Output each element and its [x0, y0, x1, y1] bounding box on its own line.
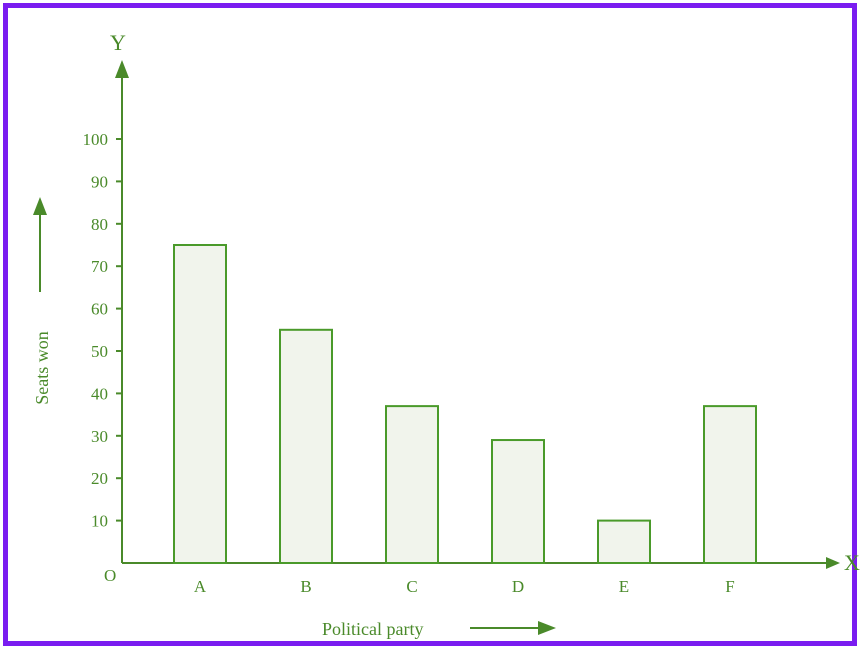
bar-D: [491, 439, 545, 565]
bar-A: [173, 244, 227, 564]
x-tick-label-A: A: [194, 577, 207, 596]
bar-C: [385, 405, 439, 564]
x-tick-label-B: B: [300, 577, 311, 596]
chart-frame: [3, 3, 857, 646]
y-tick-label: 50: [91, 342, 108, 361]
y-tick-label: 80: [91, 215, 108, 234]
x-tick-label-C: C: [406, 577, 417, 596]
y-title-arrow-icon: [33, 197, 47, 215]
y-tick-label: 60: [91, 300, 108, 319]
y-tick-label: 10: [91, 512, 108, 531]
x-axis-arrowhead: [826, 557, 840, 569]
x-axis-title: Political party: [322, 619, 423, 639]
y-axis-letter: Y: [110, 30, 126, 55]
x-axis-letter: X: [844, 550, 860, 575]
y-tick-label: 70: [91, 257, 108, 276]
y-tick-label: 100: [83, 130, 109, 149]
bar-F: [703, 405, 757, 564]
origin-label: O: [104, 566, 116, 585]
x-tick-label-E: E: [619, 577, 629, 596]
y-tick-label: 20: [91, 469, 108, 488]
y-tick-labels: 10 20 30 40 50 60 70 80 90 100: [83, 130, 122, 531]
x-title-arrow-icon: [538, 621, 556, 635]
y-tick-label: 40: [91, 384, 108, 403]
x-tick-label-D: D: [512, 577, 524, 596]
bar-E: [597, 519, 651, 564]
y-tick-label: 30: [91, 427, 108, 446]
y-axis-arrowhead: [115, 60, 129, 78]
bar-B: [279, 328, 333, 564]
x-tick-labels: A B C D E F: [194, 577, 735, 596]
y-tick-label: 90: [91, 172, 108, 191]
y-axis-title: Seats won: [32, 331, 52, 405]
bars: [173, 244, 757, 565]
x-tick-label-F: F: [725, 577, 734, 596]
